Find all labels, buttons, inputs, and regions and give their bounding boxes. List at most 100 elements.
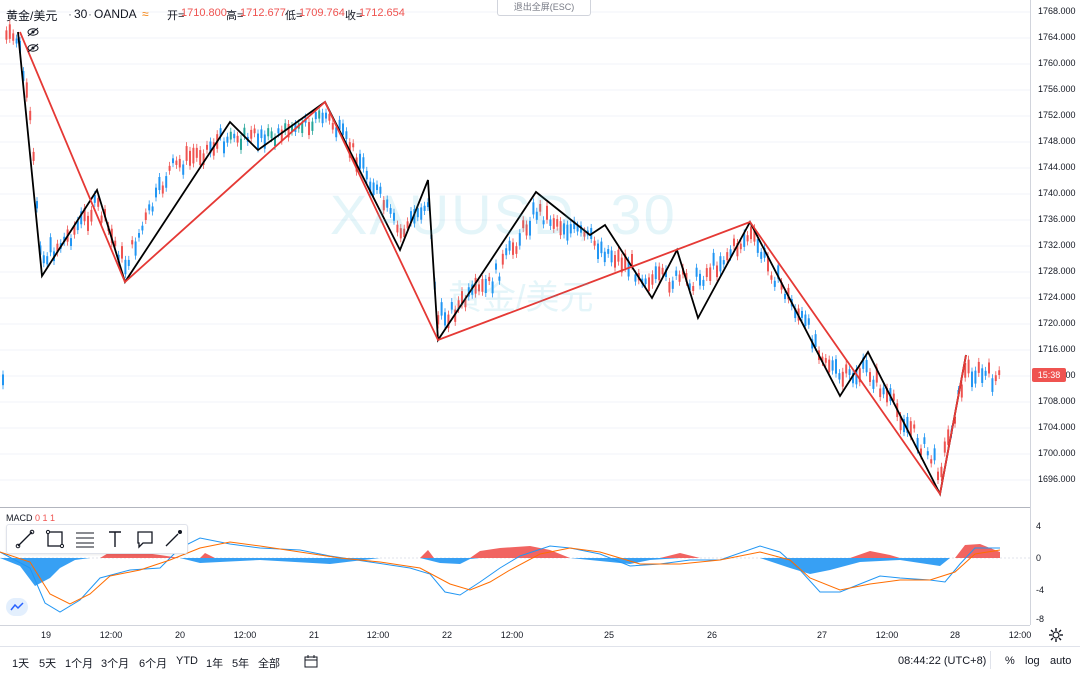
candle-body <box>525 224 528 236</box>
candle-body <box>274 137 276 147</box>
candle-body <box>270 131 273 139</box>
candle-body <box>746 235 749 242</box>
candle-body <box>569 224 572 234</box>
candle-body <box>644 278 647 285</box>
callout-icon[interactable] <box>133 527 157 551</box>
candle-body <box>410 211 412 223</box>
candle-body <box>206 144 208 150</box>
candle-body <box>257 133 259 149</box>
candle-body <box>984 370 987 376</box>
rectangle-icon[interactable] <box>43 527 67 551</box>
timeframe-button[interactable]: 3个月 <box>101 658 130 670</box>
candle-body <box>600 241 603 254</box>
candle-body <box>32 151 35 161</box>
candle-body <box>699 273 701 286</box>
candle-body <box>359 153 361 169</box>
text-tool-icon[interactable] <box>103 527 127 551</box>
candle-body <box>566 224 569 241</box>
candle-body <box>508 240 511 251</box>
candle-body <box>763 247 766 258</box>
candle-body <box>688 283 691 291</box>
candle-body <box>862 357 865 369</box>
open-value: 1710.800 <box>181 7 227 19</box>
candle-body <box>199 150 202 166</box>
time-axis[interactable] <box>0 625 1030 646</box>
visibility-eye-icon[interactable] <box>27 27 39 37</box>
high-label: 高= <box>226 10 244 22</box>
candle-body <box>151 206 154 212</box>
candle-body <box>335 127 338 138</box>
trendline-icon[interactable] <box>13 527 37 551</box>
macd-tick-label: -4 <box>1036 585 1045 595</box>
candle-body <box>634 274 637 282</box>
time-tick-label: 21 <box>308 630 320 640</box>
price-tick-label: 1704.000 <box>1038 422 1076 432</box>
candle-body <box>872 379 875 389</box>
candle-body <box>277 128 280 134</box>
candle-body <box>328 113 331 121</box>
timeframe-button[interactable]: YTD <box>176 655 198 667</box>
candle-body <box>127 259 130 266</box>
candle-body <box>739 243 742 250</box>
price-axis[interactable] <box>1030 0 1080 625</box>
candle-body <box>284 123 287 132</box>
percent-scale-toggle[interactable]: % <box>1005 655 1015 667</box>
candle-body <box>617 249 620 262</box>
candle-body <box>386 199 389 208</box>
utc-clock[interactable]: 08:44:22 (UTC+8) <box>898 655 987 667</box>
candle-body <box>668 281 671 293</box>
macd-pane[interactable] <box>0 508 1030 625</box>
auto-scale-toggle[interactable]: auto <box>1050 655 1072 667</box>
candle-body <box>804 314 807 326</box>
close-label: 收= <box>345 10 363 22</box>
candle-body <box>403 228 406 237</box>
candle-body <box>933 448 936 461</box>
fib-retracement-icon[interactable] <box>73 527 97 551</box>
visibility-eye-icon[interactable] <box>27 43 39 53</box>
brush-icon[interactable] <box>161 527 185 551</box>
candle-body <box>172 158 174 164</box>
price-pane[interactable] <box>0 0 1030 507</box>
candle-body <box>705 268 708 278</box>
price-tick-label: 1716.000 <box>1038 344 1076 354</box>
candle-body <box>651 274 654 285</box>
compare-icon[interactable]: ≈ <box>142 7 149 21</box>
macd-legend[interactable]: MACD 0 1 1 <box>6 513 55 523</box>
candle-body <box>12 33 15 41</box>
candle-body <box>124 259 127 275</box>
drawing-toolbar <box>6 524 188 554</box>
candle-body <box>729 249 732 257</box>
date-range-calendar-icon[interactable] <box>304 654 318 668</box>
candle-body <box>593 240 596 246</box>
exit-fullscreen-button[interactable]: 退出全屏(ESC) <box>497 0 591 16</box>
log-scale-toggle[interactable]: log <box>1025 655 1040 667</box>
timeframe-button[interactable]: 1天 <box>12 658 30 670</box>
candle-body <box>63 236 66 242</box>
settings-gear-icon[interactable] <box>1048 627 1064 643</box>
candle-body <box>777 265 780 279</box>
timeframe-button[interactable]: 5年 <box>232 658 250 670</box>
candle-body <box>267 128 270 137</box>
candle-body <box>607 249 610 254</box>
symbol-name[interactable]: 黄金/美元 <box>6 9 58 23</box>
candle-body <box>212 142 215 156</box>
timeframe-button[interactable]: 5天 <box>39 658 57 670</box>
candle-body <box>542 220 545 225</box>
time-tick-label: 12:00 <box>1008 630 1032 640</box>
pane-separator[interactable] <box>0 507 1030 508</box>
candle-body <box>372 182 375 196</box>
candle-body <box>450 302 453 310</box>
timeframe-button[interactable]: 全部 <box>258 658 280 670</box>
candle-body <box>845 364 848 374</box>
price-tick-label: 1736.000 <box>1038 214 1076 224</box>
tradingview-logo-icon[interactable] <box>6 598 28 616</box>
candle-body <box>168 165 171 171</box>
timeframe-button[interactable]: 6个月 <box>139 658 168 670</box>
timeframe-button[interactable]: 1年 <box>206 658 224 670</box>
timeframe-button[interactable]: 1个月 <box>65 658 94 670</box>
candle-body <box>498 276 501 281</box>
interval-label[interactable]: 30 <box>74 7 88 21</box>
candle-body <box>726 252 729 261</box>
candle-body <box>505 248 508 256</box>
candle-body <box>484 278 487 294</box>
